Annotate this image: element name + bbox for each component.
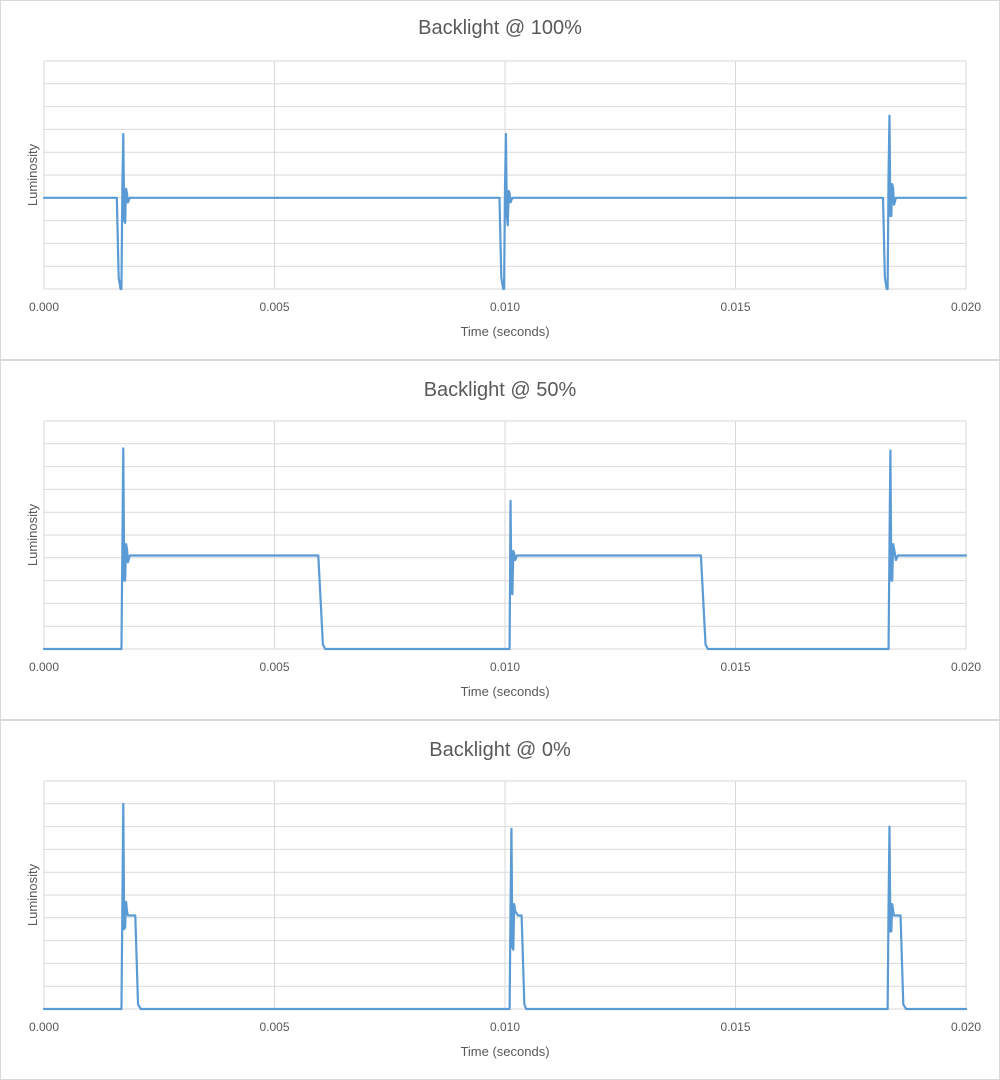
chart-panel-backlight-50: Backlight @ 50% 0.000 0.005 0.010 0.015 0.02…	[0, 360, 1000, 720]
chart-title: Backlight @ 50%	[424, 379, 577, 401]
series	[42, 114, 968, 291]
x-tick-label: 0.020	[951, 660, 981, 674]
x-tick-label: 0.020	[951, 300, 981, 314]
x-tick-label: 0.000	[29, 1020, 59, 1034]
x-axis-title: Time (seconds)	[460, 1044, 549, 1059]
y-axis-title: Luminosity	[25, 503, 40, 566]
series	[42, 447, 968, 651]
y-axis-title: Luminosity	[25, 143, 40, 206]
chart-backlight-0: Backlight @ 0% 0.000 0.005 0.010 0.015 0.020…	[25, 739, 981, 1059]
chart-title: Backlight @ 0%	[429, 739, 571, 761]
series-line	[42, 802, 968, 1011]
chart-backlight-50: Backlight @ 50% 0.000 0.005 0.010 0.015 0.02…	[25, 379, 981, 699]
y-axis-title: Luminosity	[25, 863, 40, 926]
x-tick-label: 0.000	[29, 300, 59, 314]
plot-grid	[43, 780, 967, 1010]
chart-backlight-100: Backlight @ 100% 0.000 0.005 0.010 0.015 0.0…	[25, 17, 981, 339]
series-line	[42, 114, 968, 291]
x-tick-label: 0.005	[259, 660, 289, 674]
x-tick-label: 0.010	[490, 1020, 520, 1034]
x-axis-title: Time (seconds)	[460, 324, 549, 339]
x-tick-labels: 0.000 0.005 0.010 0.015 0.020	[29, 300, 981, 314]
series-line	[42, 447, 968, 651]
chart-panel-backlight-100: Backlight @ 100% 0.000 0.005 0.010 0.015 0.0…	[0, 0, 1000, 360]
chart-title: Backlight @ 100%	[418, 17, 582, 39]
x-tick-label: 0.020	[951, 1020, 981, 1034]
x-tick-label: 0.010	[490, 660, 520, 674]
x-tick-label: 0.010	[490, 300, 520, 314]
chart-panel-backlight-0: Backlight @ 0% 0.000 0.005 0.010 0.015 0.020…	[0, 720, 1000, 1080]
x-tick-labels: 0.000 0.005 0.010 0.015 0.020	[29, 660, 981, 674]
x-tick-label: 0.015	[720, 660, 750, 674]
x-tick-label: 0.005	[259, 1020, 289, 1034]
x-tick-label: 0.015	[720, 300, 750, 314]
x-tick-label: 0.005	[259, 300, 289, 314]
x-tick-label: 0.000	[29, 660, 59, 674]
plot-grid	[43, 420, 967, 650]
x-axis-title: Time (seconds)	[460, 684, 549, 699]
x-tick-label: 0.015	[720, 1020, 750, 1034]
x-tick-labels: 0.000 0.005 0.010 0.015 0.020	[29, 1020, 981, 1034]
series	[42, 802, 968, 1011]
